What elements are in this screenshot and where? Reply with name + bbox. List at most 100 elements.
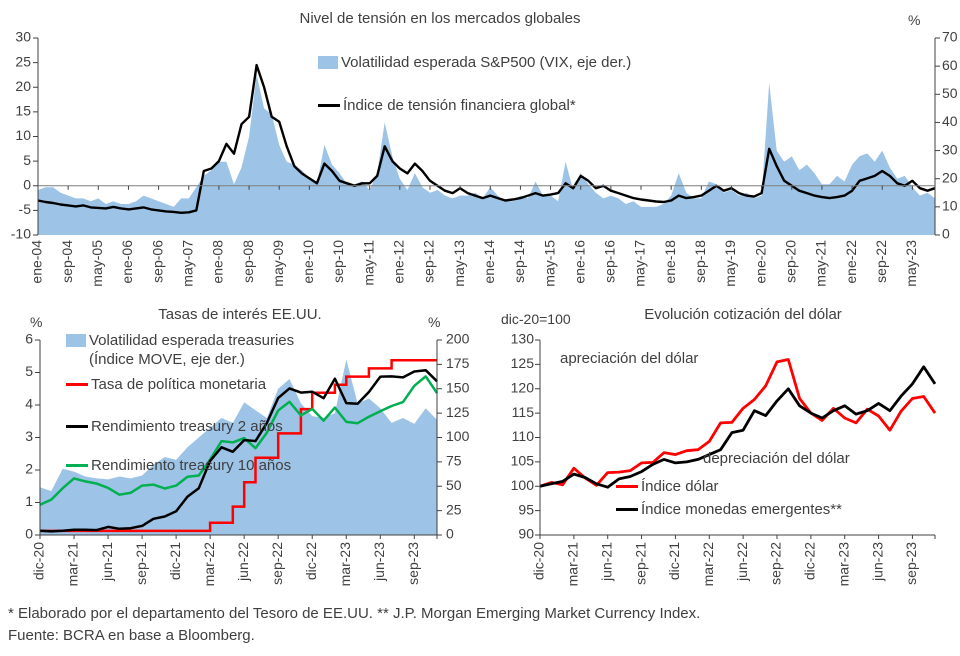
x-axis-tick-label: may-21: [813, 240, 829, 287]
left-axis-tick-label: 15: [15, 103, 31, 119]
x-axis-tick-label: dic-21: [666, 542, 682, 580]
x-axis-tick-label: dic-22: [303, 542, 319, 580]
legend-label-policy-rate: Tasa de política monetaria: [91, 376, 267, 393]
x-axis-tick-label: ene-20: [752, 240, 768, 284]
x-axis-tick-label: ene-08: [210, 240, 226, 284]
series-Índice monedas emergentes: [539, 365, 937, 489]
legend-item-policy-rate: Tasa de política monetaria: [66, 375, 266, 394]
series-Rendimiento treasury 2 años: [39, 368, 438, 533]
x-axis-tick-label: sep-23: [903, 542, 919, 585]
legend-label-2y: Rendimiento treasury 2 años: [91, 418, 283, 435]
x-axis-tick-label: dic-22: [802, 542, 818, 580]
move-area-swatch: [66, 334, 86, 347]
em-currencies-line-swatch: [616, 508, 638, 511]
x-axis-tick-label: may-05: [89, 240, 105, 287]
left-axis-tick-label: 0: [23, 176, 31, 192]
series-Índice de tensión financiera global: [37, 63, 936, 215]
right-axis-tick-label: 40: [942, 113, 958, 129]
right-axis-tick-label: 150: [446, 379, 470, 395]
x-axis-tick-label: sep-04: [59, 240, 75, 283]
x-axis-tick-label: ene-18: [662, 240, 678, 284]
treasury-10y-line-swatch: [66, 464, 88, 467]
dollar-axis-base-label: dic-20=100: [501, 311, 571, 327]
right-axis-tick-label: 70: [942, 29, 958, 45]
x-axis-tick-label: mar-21: [65, 542, 81, 587]
tension-line-swatch: [318, 104, 340, 107]
x-axis-tick-label: sep-12: [421, 240, 437, 283]
dollar-chart-title: Evolución cotización del dólar: [644, 306, 842, 323]
x-axis-tick-label: mar-23: [337, 542, 353, 587]
series-Índice dólar: [539, 358, 937, 488]
x-axis-tick-label: may-23: [903, 240, 919, 287]
x-axis-tick-label: sep-22: [269, 542, 285, 585]
right-axis-tick-label: 100: [446, 428, 470, 444]
x-axis-tick-label: may-15: [541, 240, 557, 287]
x-axis-tick-label: ene-06: [119, 240, 135, 284]
left-axis-tick-label: 95: [518, 501, 534, 517]
x-axis-tick-label: jun-21: [99, 542, 115, 582]
x-axis-tick-label: sep-10: [330, 240, 346, 283]
legend-item-2y: Rendimiento treasury 2 años: [66, 417, 283, 436]
legend-item-tension: Índice de tensión financiera global*: [318, 96, 576, 115]
left-axis-tick-label: 125: [511, 355, 535, 371]
legend-label-em-currencies: Índice monedas emergentes**: [641, 501, 842, 518]
footnote-sources: * Elaborado por el departamento del Teso…: [8, 605, 701, 622]
tension-chart-title: Nivel de tensión en los mercados globale…: [299, 10, 581, 27]
left-axis-tick-label: 90: [518, 526, 534, 542]
legend-label-move: Volatilidad esperada treasuries (Índice M…: [89, 332, 295, 368]
left-axis-tick-label: 105: [511, 453, 535, 469]
rates-right-axis-unit: %: [428, 314, 441, 330]
x-axis-tick-label: mar-22: [700, 542, 716, 587]
x-axis-tick-label: ene-14: [481, 240, 497, 284]
x-axis-tick-label: jun-22: [235, 542, 251, 582]
x-axis-tick-label: sep-14: [511, 240, 527, 283]
right-axis-tick-label: 60: [942, 57, 958, 73]
left-axis-tick-label: -5: [19, 201, 32, 217]
legend-item-em-currencies: Índice monedas emergentes**: [616, 500, 842, 519]
legend-item-move: Volatilidad esperada treasuries (Índice M…: [66, 331, 294, 369]
right-axis-tick-label: 0: [942, 226, 950, 242]
left-axis-tick-label: 2: [25, 461, 33, 477]
left-axis-tick-label: 10: [15, 127, 31, 143]
x-axis-tick-label: dic-20: [31, 542, 47, 580]
x-axis-tick-label: may-07: [179, 240, 195, 287]
x-axis-tick-label: sep-16: [602, 240, 618, 283]
treasury-2y-line-swatch: [66, 425, 88, 428]
x-axis-tick-label: jun-22: [734, 542, 750, 582]
x-axis-tick-label: sep-22: [768, 542, 784, 585]
legend-label-vix: Volatilidad esperada S&P500 (VIX, eje de…: [341, 54, 632, 71]
legend-label-dollar-index: Índice dólar: [641, 478, 719, 495]
right-axis-tick-label: 25: [446, 501, 462, 517]
right-axis-tick-label: 200: [446, 331, 470, 347]
left-axis-tick-label: 6: [25, 331, 33, 347]
x-axis-tick-label: ene-04: [29, 240, 45, 284]
right-axis-tick-label: 125: [446, 404, 470, 420]
x-axis-tick-label: sep-23: [405, 542, 421, 585]
left-axis-tick-label: 30: [15, 29, 31, 45]
x-axis-tick-label: sep-20: [782, 240, 798, 283]
left-axis-tick-label: 3: [25, 428, 33, 444]
footnote-fuente: Fuente: BCRA en base a Bloomberg.: [8, 627, 255, 644]
legend-label-10y: Rendimiento treasury 10 años: [91, 457, 292, 474]
right-axis-tick-label: 50: [446, 477, 462, 493]
x-axis-tick-label: sep-21: [632, 542, 648, 585]
policy-rate-line-swatch: [66, 383, 88, 386]
legend-item-dollar-index: Índice dólar: [616, 477, 719, 496]
left-axis-tick-label: 110: [512, 428, 535, 444]
left-axis-tick-label: 25: [15, 53, 31, 69]
right-axis-tick-label: 0: [446, 526, 454, 542]
left-axis-tick-label: 5: [25, 363, 33, 379]
rates-left-axis-unit: %: [30, 314, 43, 330]
left-axis-tick-label: 5: [23, 152, 31, 168]
x-axis-tick-label: jun-23: [869, 542, 885, 582]
series-Tasa de política monetaria: [40, 359, 437, 533]
series-Rendimiento treasury 10 años: [39, 375, 439, 506]
right-axis-tick-label: 75: [446, 453, 462, 469]
right-axis-tick-label: 20: [942, 169, 958, 185]
left-axis-tick-label: 4: [25, 396, 33, 412]
left-axis-tick-label: 20: [15, 78, 31, 94]
dollar-index-line-swatch: [616, 485, 638, 488]
left-axis-tick-label: 1: [25, 493, 33, 509]
